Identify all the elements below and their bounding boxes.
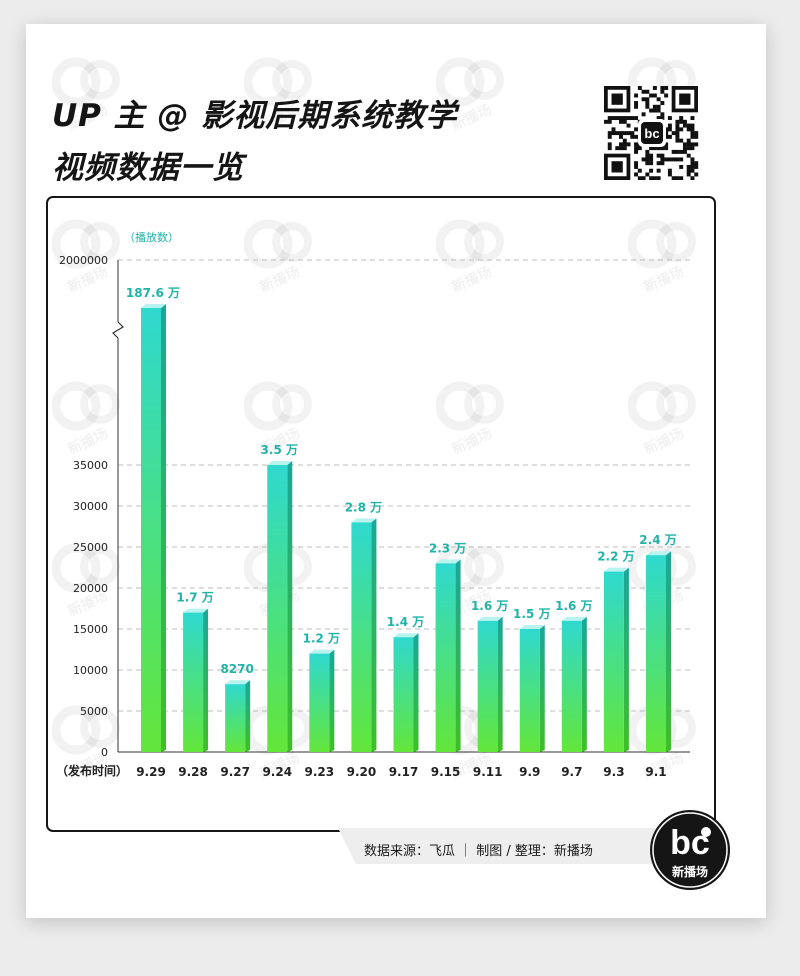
- y-tick-label: 30000: [73, 500, 108, 513]
- bar: [477, 616, 503, 752]
- bar: [603, 567, 629, 752]
- y-tick-label: 10000: [73, 664, 108, 677]
- data-label: 2.8 万: [345, 500, 382, 514]
- title-line-2: 视频数据一览: [52, 150, 244, 186]
- bar: [393, 633, 419, 752]
- data-label: 1.6 万: [555, 599, 592, 613]
- y-tick-label: 15000: [73, 623, 108, 636]
- data-label: 2.2 万: [597, 550, 634, 564]
- bar: [646, 551, 671, 752]
- x-tick-label: 9.17: [389, 765, 419, 779]
- data-source-text: 数据来源：飞瓜 ｜ 制图 / 整理：新播场: [364, 844, 593, 859]
- data-label: 3.5 万: [261, 443, 298, 457]
- y-tick-label: 5000: [80, 705, 108, 718]
- logo-text: 新播场: [672, 864, 708, 879]
- bar: [267, 461, 293, 752]
- x-tick-label: 9.29: [136, 765, 166, 779]
- x-axis-label: （发布时间）: [56, 763, 128, 778]
- y-tick-label: 25000: [73, 541, 108, 554]
- x-tick-label: 9.11: [473, 765, 503, 779]
- x-tick-label: 9.9: [519, 765, 540, 779]
- y-tick-label: 2000000: [59, 254, 108, 267]
- data-label: 1.7 万: [176, 591, 213, 605]
- qr-center-mark: bc: [644, 126, 659, 141]
- y-tick-label: 35000: [73, 459, 108, 472]
- data-label: 1.2 万: [303, 632, 340, 646]
- bar: [141, 304, 166, 752]
- y-axis-label: （播放数）: [124, 230, 179, 244]
- x-tick-label: 9.27: [220, 765, 250, 779]
- data-label: 187.6 万: [126, 286, 180, 300]
- bar: [351, 518, 377, 752]
- data-label: 2.3 万: [429, 541, 466, 555]
- title-line-1: UP 主 @ 影视后期系统教学: [52, 98, 458, 134]
- qr-code-icon: bc: [604, 86, 700, 180]
- x-tick-label: 9.15: [431, 765, 461, 779]
- x-tick-label: 9.3: [603, 765, 624, 779]
- bar: [435, 559, 461, 752]
- x-tick-label: 9.23: [305, 765, 335, 779]
- data-label: 1.4 万: [387, 615, 424, 629]
- bar: [183, 608, 209, 752]
- source-bar-shape: [338, 828, 712, 864]
- bar: [225, 680, 251, 752]
- data-label: 1.5 万: [513, 607, 550, 621]
- axis-break-mark: [112, 321, 124, 339]
- bar: [561, 616, 587, 752]
- x-tick-label: 9.24: [262, 765, 292, 779]
- y-tick-label: 20000: [73, 582, 108, 595]
- x-tick-label: 9.20: [347, 765, 377, 779]
- x-tick-label: 9.1: [645, 765, 666, 779]
- data-label: 1.6 万: [471, 599, 508, 613]
- bar: [519, 625, 545, 752]
- x-tick-label: 9.7: [561, 765, 582, 779]
- bar: [309, 649, 335, 752]
- data-label: 8270: [220, 662, 253, 676]
- brand-logo: bc 新播场: [650, 810, 730, 890]
- x-tick-label: 9.28: [178, 765, 208, 779]
- data-label: 2.4 万: [639, 533, 676, 547]
- y-tick-label: 0: [101, 746, 108, 759]
